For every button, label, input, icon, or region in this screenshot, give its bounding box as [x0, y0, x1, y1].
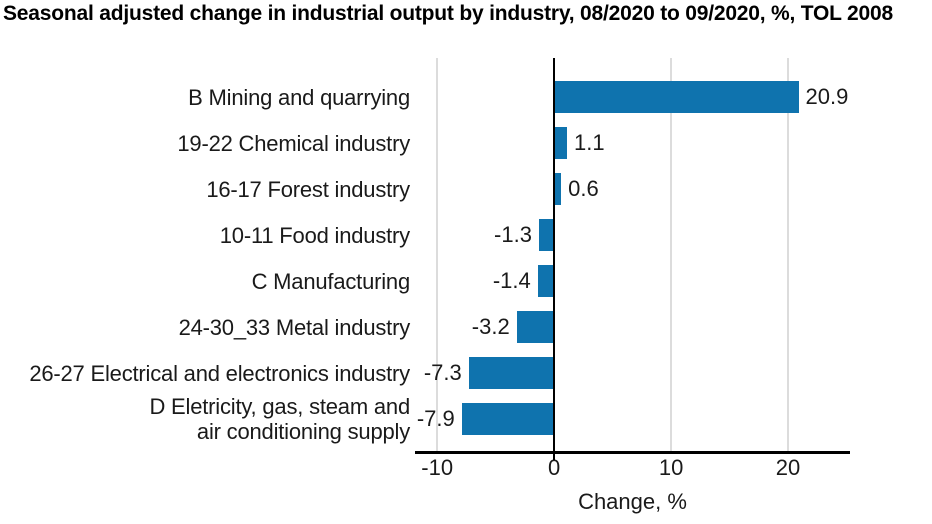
x-tick-labels: -10 0 10 20 — [0, 455, 932, 483]
bar — [468, 357, 555, 389]
bar — [461, 403, 555, 435]
value-label: 20.9 — [805, 84, 849, 109]
plot-area: 20.9 1.1 0.6 -1.3 -1.4 -3.2 -7.3 -7.9 — [415, 58, 850, 460]
category-label: B Mining and quarrying — [188, 84, 410, 110]
chart-title: Seasonal adjusted change in industrial o… — [3, 2, 893, 25]
bar — [554, 81, 799, 113]
plot-rows: 20.9 1.1 0.6 -1.3 -1.4 -3.2 -7.3 -7.9 — [415, 58, 850, 451]
bar-row: 20.9 — [415, 74, 850, 120]
value-label: 1.1 — [574, 130, 605, 155]
gridline — [436, 58, 439, 451]
bar — [538, 219, 555, 251]
value-label: -1.3 — [494, 222, 532, 247]
x-tick-label: 20 — [775, 455, 801, 480]
value-label: 0.6 — [568, 176, 599, 201]
bar-row: -7.3 — [415, 350, 850, 396]
bar-row: -3.2 — [415, 304, 850, 350]
category-labels: B Mining and quarrying 19-22 Chemical ind… — [0, 58, 410, 451]
gridline — [787, 58, 790, 451]
bar-row: -7.9 — [415, 396, 850, 442]
bar-row: -1.4 — [415, 258, 850, 304]
value-label: -7.3 — [423, 360, 462, 385]
x-axis-title: Change, % — [578, 489, 687, 514]
x-tick-label: 0 — [548, 455, 561, 480]
x-tick-label: -10 — [421, 455, 454, 480]
value-label: -7.9 — [416, 406, 455, 431]
category-label: 10-11 Food industry — [219, 222, 410, 248]
category-label: D Eletricity, gas, steam and air conditi… — [149, 394, 410, 444]
category-label: 19-22 Chemical industry — [177, 130, 410, 156]
category-label: C Manufacturing — [251, 268, 411, 294]
bar-row: -1.3 — [415, 212, 850, 258]
bar — [554, 127, 567, 159]
category-label: 16-17 Forest industry — [206, 176, 410, 202]
bar — [554, 173, 562, 205]
bar — [537, 265, 555, 297]
category-label: 24-30_33 Metal industry — [178, 314, 411, 340]
value-label: -3.2 — [471, 314, 510, 339]
value-label: -1.4 — [492, 268, 531, 293]
gridline — [670, 58, 673, 451]
zero-axis-line — [553, 58, 556, 460]
bar-row: 0.6 — [415, 166, 850, 212]
x-tick-label: 10 — [658, 455, 684, 480]
category-label: 26-27 Electrical and electronics industr… — [29, 360, 410, 386]
bar-row: 1.1 — [415, 120, 850, 166]
bar — [516, 311, 555, 343]
